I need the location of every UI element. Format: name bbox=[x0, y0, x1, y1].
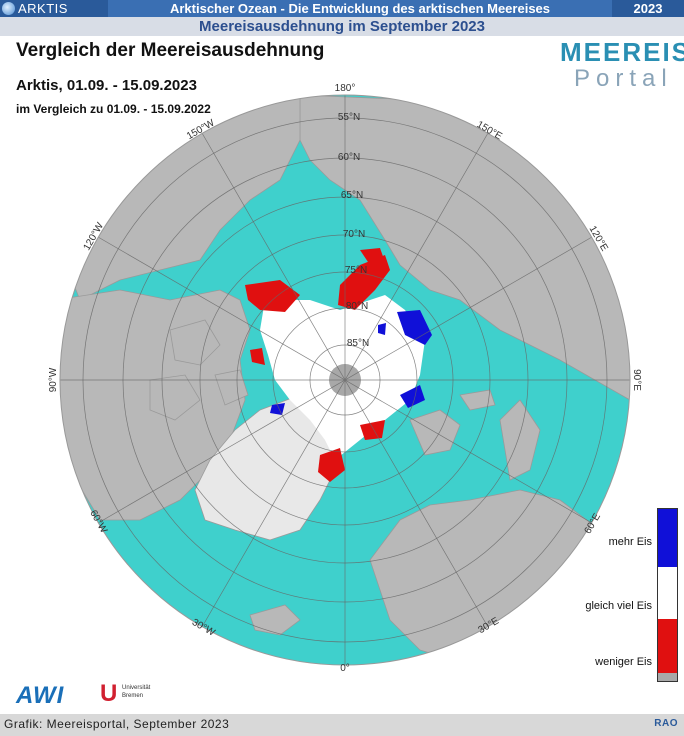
page-subtitle: Meereisausdehnung im September 2023 bbox=[0, 17, 684, 36]
meereisportal-logo[interactable]: MEEREIS Portal bbox=[560, 37, 684, 92]
lon-90e-label: 90°E bbox=[631, 369, 642, 391]
lat-80-label: 80°N bbox=[346, 301, 368, 312]
sea-ice-less bbox=[245, 248, 390, 482]
map-comparison: im Vergleich zu 01.09. - 15.09.2022 bbox=[16, 102, 211, 116]
legend-nodata-swatch bbox=[658, 673, 677, 681]
legend-gap bbox=[658, 567, 677, 573]
meridians bbox=[60, 95, 630, 665]
arktis-label: ARKTIS bbox=[18, 1, 68, 16]
arktis-tab[interactable]: ARKTIS bbox=[0, 0, 108, 17]
lon-90w-label: 90°W bbox=[48, 367, 59, 392]
uni-bremen-logo[interactable]: U Universität Bremen bbox=[100, 680, 150, 707]
uni-bremen-text: Universität Bremen bbox=[122, 685, 151, 699]
latitude-labels: 55°N 60°N 65°N 70°N 75°N 80°N 85°N bbox=[338, 112, 369, 349]
map-title: Vergleich der Meereisausdehnung bbox=[16, 40, 325, 61]
legend-more-swatch bbox=[658, 509, 677, 567]
uni-bremen-icon: U bbox=[100, 680, 118, 707]
lon-180-label: 180° bbox=[335, 83, 356, 94]
map-border bbox=[59, 94, 631, 666]
lat-85-label: 85°N bbox=[347, 338, 369, 349]
top-banner: ARKTIS Arktischer Ozean - Die Entwicklun… bbox=[0, 0, 684, 17]
banner-title: Arktischer Ozean - Die Entwicklung des a… bbox=[169, 1, 551, 16]
legend-less-swatch bbox=[658, 619, 677, 673]
year-label: 2023 bbox=[612, 0, 684, 17]
legend-more-label: mehr Eis bbox=[608, 536, 652, 548]
lat-75-label: 75°N bbox=[345, 265, 367, 276]
lat-55-label: 55°N bbox=[338, 112, 360, 123]
legend-same-label: gleich viel Eis bbox=[585, 600, 652, 612]
sea-ice-more bbox=[270, 310, 432, 415]
logo-line1: MEEREIS bbox=[560, 37, 684, 67]
credit-text: Grafik: Meereisportal, September 2023 bbox=[4, 717, 230, 731]
awi-logo[interactable]: AWI bbox=[16, 682, 65, 709]
rao-label: RAO bbox=[654, 718, 678, 729]
legend-less-label: weniger Eis bbox=[595, 656, 652, 668]
logo-line2: Portal bbox=[574, 65, 673, 92]
legend-same-swatch bbox=[658, 573, 677, 619]
lat-65-label: 65°N bbox=[341, 190, 363, 201]
legend-colorbar bbox=[657, 508, 678, 682]
globe-icon bbox=[2, 2, 15, 15]
lat-60-label: 60°N bbox=[338, 152, 360, 163]
lat-70-label: 70°N bbox=[343, 229, 365, 240]
footer: Grafik: Meereisportal, September 2023 RA… bbox=[0, 714, 684, 736]
map-period: Arktis, 01.09. - 15.09.2023 bbox=[16, 77, 197, 94]
lon-0-label: 0° bbox=[340, 663, 350, 674]
